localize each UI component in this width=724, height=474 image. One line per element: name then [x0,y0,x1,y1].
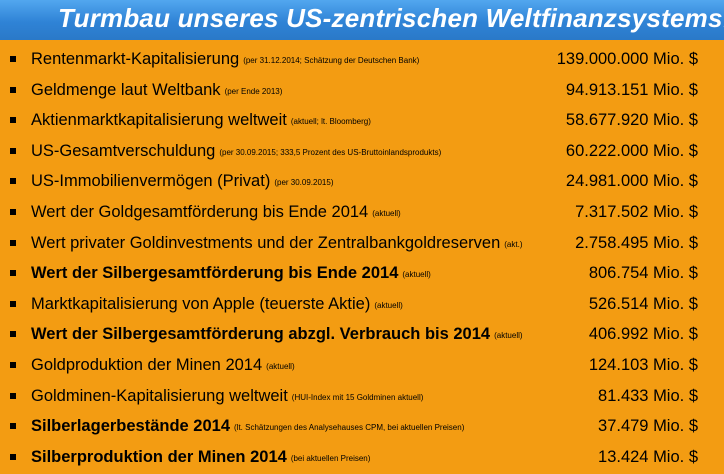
item-note: (aktuell) [266,361,295,371]
item-value: 139.000.000 Mio. $ [556,50,698,68]
bullet-icon [10,423,16,430]
item-label-group: Wert der Goldgesamtförderung bis Ende 20… [31,201,401,225]
list-item: Silberlagerbestände 2014 (lt. Schätzungen… [0,411,724,442]
item-value: 13.424 Mio. $ [598,447,698,466]
bullet-icon [10,86,16,93]
item-label-group: US-Gesamtverschuldung (per 30.09.2015; 33… [31,140,441,164]
list-item: Wert privater Goldinvestments und der Ze… [0,228,724,259]
item-label-group: Marktkapitalisierung von Apple (teuerste… [31,293,403,317]
bullet-icon [10,300,16,307]
item-note: (akt.) [504,239,523,249]
item-value: 81.433 Mio. $ [598,386,698,405]
item-label: Silberlagerbestände 2014 [31,417,231,436]
item-note: (per 30.09.2015; 333,5 Prozent des US-Br… [219,147,442,157]
item-note: (per 30.09.2015) [274,178,334,188]
item-label: Geldmenge laut Weltbank [31,80,221,99]
item-label-group: Wert privater Goldinvestments und der Ze… [31,232,523,256]
item-value: 37.479 Mio. $ [598,417,698,436]
list-item: Goldminen-Kapitalisierung weltweit (HUI-I… [0,381,724,412]
list-item: Aktienmarktkapitalisierung weltweit (aktu… [0,105,724,136]
bullet-icon [10,239,16,246]
item-label-group: US-Immobilienvermögen (Privat) (per 30.09… [31,170,333,194]
item-value: 94.913.151 Mio. $ [565,80,698,99]
item-note: (aktuell) [374,300,403,310]
item-note: (lt. Schätzungen des Analysehauses CPM, … [234,423,465,433]
item-note: (aktuell) [494,331,523,341]
bullet-icon [10,361,16,368]
list-item: Goldproduktion der Minen 2014 (aktuell) 12… [0,350,724,381]
item-note: (HUI-Index mit 15 Goldminen aktuell) [291,392,424,402]
item-label: Silberproduktion der Minen 2014 [31,447,287,466]
list-item: Rentenmarkt-Kapitalisierung (per 31.12.20… [0,44,724,75]
item-value: 406.992 Mio. $ [588,325,698,344]
list-item: US-Gesamtverschuldung (per 30.09.2015; 33… [0,136,724,167]
item-note: (per 31.12.2014; Schätzung der Deutschen… [243,56,420,65]
item-label-group: Wert der Silbergesamtförderung bis Ende … [31,262,431,286]
item-label-group: Geldmenge laut Weltbank (per Ende 2013) [31,79,282,103]
bullet-icon [10,178,16,185]
item-label-group: Silberlagerbestände 2014 (lt. Schätzungen… [31,415,464,439]
item-label: US-Gesamtverschuldung [31,141,216,160]
item-label: Wert der Silbergesamtförderung abzgl. Ve… [31,325,491,344]
item-label: Wert privater Goldinvestments und der Ze… [31,233,501,252]
item-label: Goldproduktion der Minen 2014 [31,355,263,374]
item-label: US-Immobilienvermögen (Privat) [31,172,271,191]
bullet-icon [10,208,16,215]
list-item: Wert der Silbergesamtförderung abzgl. Ve… [0,319,724,350]
item-value: 124.103 Mio. $ [588,355,698,374]
item-note: (per Ende 2013) [224,86,283,96]
item-value: 7.317.502 Mio. $ [575,202,698,221]
page-title: Turmbau unseres US-zentrischen Weltfinan… [58,3,724,33]
item-note: (aktuell) [402,270,431,280]
item-label-group: Aktienmarktkapitalisierung weltweit (aktu… [31,109,371,133]
list-item: Wert der Goldgesamtförderung bis Ende 20… [0,197,724,228]
item-label-group: Silberproduktion der Minen 2014 (bei aktu… [31,446,370,470]
bullet-icon [10,331,16,338]
list-item: Wert der Silbergesamtförderung bis Ende … [0,258,724,289]
item-note: (aktuell; lt. Bloomberg) [290,117,371,127]
item-value: 2.758.495 Mio. $ [575,233,698,252]
item-value: 806.754 Mio. $ [588,264,698,283]
item-value: 24.981.000 Mio. $ [565,172,698,191]
item-label: Wert der Goldgesamtförderung bis Ende 20… [31,202,369,221]
item-label: Rentenmarkt-Kapitalisierung [31,50,240,68]
bullet-icon [10,117,16,124]
item-label-group: Goldminen-Kapitalisierung weltweit (HUI-I… [31,385,423,409]
item-label: Wert der Silbergesamtförderung bis Ende … [31,264,399,283]
item-label-group: Goldproduktion der Minen 2014 (aktuell) [31,354,295,378]
bullet-icon [10,392,16,399]
bullet-icon [10,147,16,154]
list-item: Silberproduktion der Minen 2014 (bei aktu… [0,442,724,473]
item-label: Marktkapitalisierung von Apple (teuerste… [31,294,371,313]
item-label-group: Rentenmarkt-Kapitalisierung (per 31.12.20… [31,48,419,72]
item-note: (aktuell) [372,208,401,218]
item-note: (bei aktuellen Preisen) [290,453,371,463]
list-item: Geldmenge laut Weltbank (per Ende 2013) 94… [0,75,724,106]
item-label: Goldminen-Kapitalisierung weltweit [31,386,288,405]
figures-list: Rentenmarkt-Kapitalisierung (per 31.12.20… [0,44,724,472]
item-value: 526.514 Mio. $ [588,294,698,313]
bullet-icon [10,270,16,277]
bullet-icon [10,56,16,62]
item-value: 58.677.920 Mio. $ [565,111,698,130]
bullet-icon [10,453,16,460]
item-value: 60.222.000 Mio. $ [565,141,698,160]
item-label-group: Wert der Silbergesamtförderung abzgl. Ve… [31,323,523,347]
title-bar: Turmbau unseres US-zentrischen Weltfinan… [0,0,724,40]
list-item: Marktkapitalisierung von Apple (teuerste… [0,289,724,320]
list-item: US-Immobilienvermögen (Privat) (per 30.09… [0,166,724,197]
item-label: Aktienmarktkapitalisierung weltweit [31,111,287,130]
